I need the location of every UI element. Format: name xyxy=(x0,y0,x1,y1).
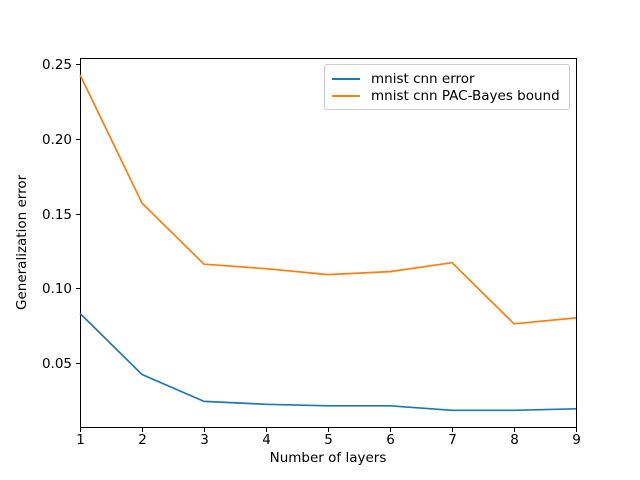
x-tick-label: 5 xyxy=(324,432,333,448)
y-tick-label: 0.25 xyxy=(42,57,72,73)
series-line-mnist-cnn-pac-bayes-bound xyxy=(79,74,577,325)
x-tick-label: 1 xyxy=(76,432,85,448)
x-tick-label: 3 xyxy=(200,432,209,448)
y-tick-label: 0.15 xyxy=(42,207,72,223)
x-tick-label: 4 xyxy=(262,432,271,448)
legend-label-bound: mnist cnn PAC-Bayes bound xyxy=(371,88,560,105)
legend-line-sample-error-icon xyxy=(332,77,360,80)
x-tick-label: 2 xyxy=(138,432,147,448)
x-tick-label: 7 xyxy=(448,432,457,448)
axes-spines xyxy=(80,58,577,428)
legend: mnist cnn error mnist cnn PAC-Bayes boun… xyxy=(324,64,570,110)
x-tick-label: 9 xyxy=(572,432,581,448)
x-tick-label: 6 xyxy=(386,432,395,448)
series-line-mnist-cnn-error xyxy=(79,312,577,412)
y-tick-label: 0.20 xyxy=(42,132,72,148)
x-axis-label: Number of layers xyxy=(269,450,387,466)
legend-line-sample-bound-icon xyxy=(332,95,360,98)
y-tick-label: 0.10 xyxy=(42,281,72,297)
y-tick-label: 0.05 xyxy=(42,356,72,372)
legend-label-error: mnist cnn error xyxy=(371,70,475,87)
legend-item-bound: mnist cnn PAC-Bayes bound xyxy=(332,88,561,106)
y-axis-label: Generalization error xyxy=(14,174,30,311)
x-tick-label: 8 xyxy=(510,432,519,448)
legend-item-error: mnist cnn error xyxy=(332,70,561,88)
